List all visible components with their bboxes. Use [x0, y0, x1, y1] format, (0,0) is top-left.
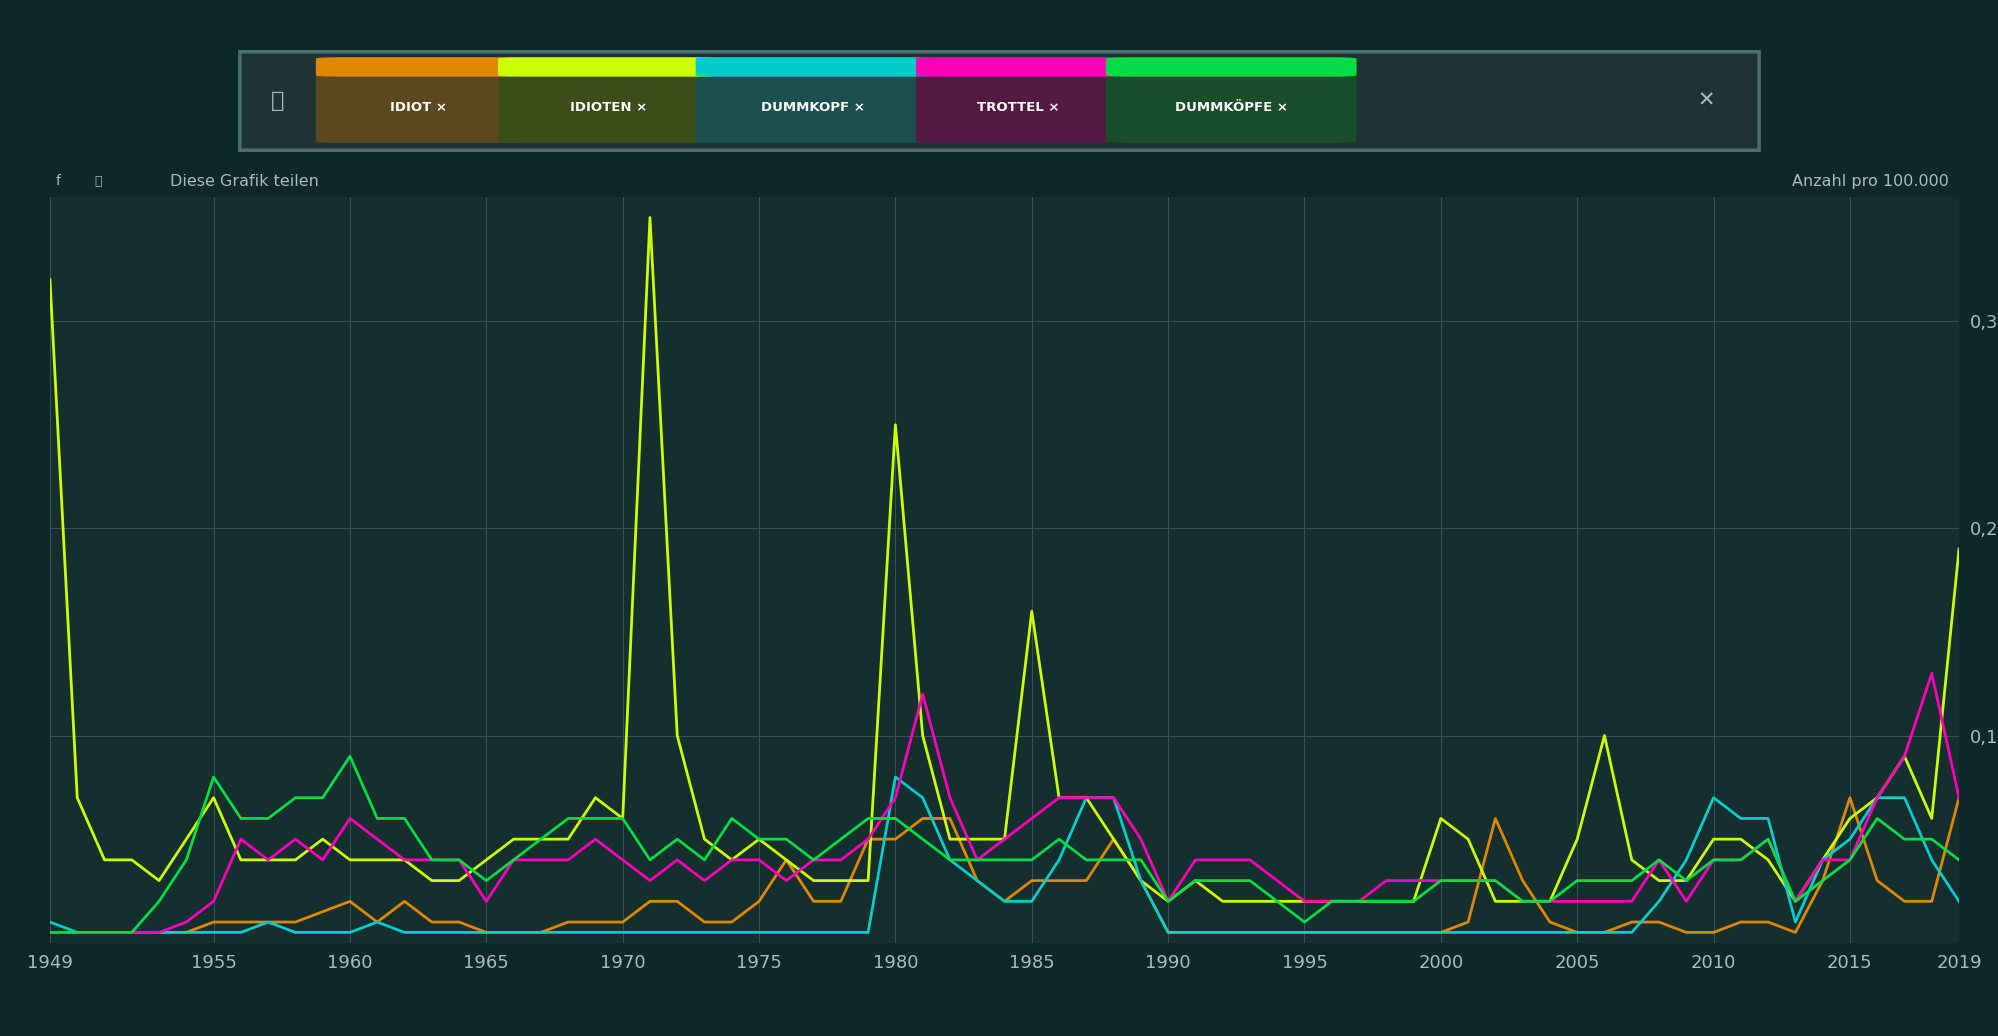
Text: ✕: ✕ — [1696, 91, 1714, 111]
FancyBboxPatch shape — [316, 59, 521, 143]
FancyBboxPatch shape — [695, 59, 931, 143]
Text: Diese Grafik teilen: Diese Grafik teilen — [170, 174, 318, 189]
FancyBboxPatch shape — [240, 52, 1758, 150]
Text: IDIOT ×: IDIOT × — [390, 100, 448, 114]
Text: Anzahl pro 100.000: Anzahl pro 100.000 — [1792, 174, 1948, 189]
FancyBboxPatch shape — [1105, 57, 1357, 77]
Text: f: f — [56, 174, 70, 189]
Text: TROTTEL ×: TROTTEL × — [977, 100, 1059, 114]
Text: IDIOTEN ×: IDIOTEN × — [569, 100, 647, 114]
FancyBboxPatch shape — [915, 59, 1121, 143]
FancyBboxPatch shape — [1105, 59, 1357, 143]
FancyBboxPatch shape — [316, 57, 521, 77]
Text: 🐦: 🐦 — [94, 175, 102, 188]
Text: DUMMKÖPFE ×: DUMMKÖPFE × — [1175, 100, 1287, 114]
Text: DUMMKOPF ×: DUMMKOPF × — [761, 100, 865, 114]
FancyBboxPatch shape — [695, 57, 931, 77]
FancyBboxPatch shape — [498, 57, 717, 77]
FancyBboxPatch shape — [915, 57, 1121, 77]
FancyBboxPatch shape — [498, 59, 717, 143]
Text: ⌕: ⌕ — [272, 91, 284, 111]
